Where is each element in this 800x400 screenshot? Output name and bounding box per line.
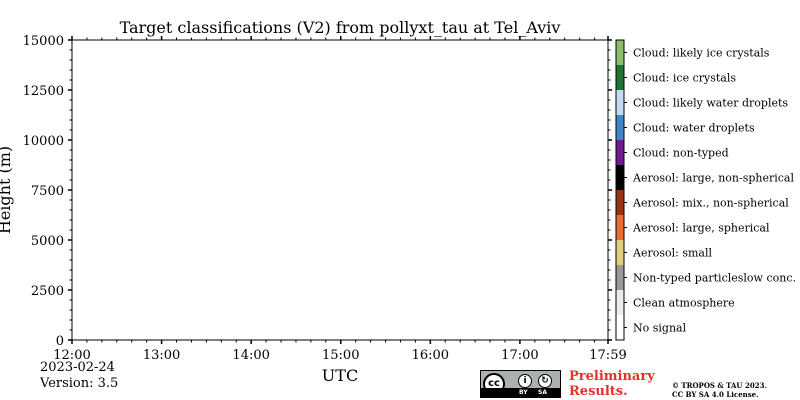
colorbar: No signal Clean atmosphere Non-typed parti…	[615, 39, 796, 341]
x-tick-label: 16:00	[412, 348, 449, 363]
colorbar-swatch	[616, 165, 624, 190]
colorbar-swatch	[616, 65, 624, 90]
cc-sa-label: SA	[538, 389, 547, 396]
colorbar-swatch	[616, 315, 624, 340]
colorbar-label: No signal	[633, 322, 687, 335]
cc-badge-strip	[481, 388, 560, 397]
x-axis-label: UTC	[322, 366, 358, 385]
y-tick-label: 0	[56, 334, 64, 349]
colorbar-swatch	[616, 265, 624, 290]
colorbar-swatch	[616, 215, 624, 240]
cc-license-badge[interactable]: cc i ↻ BY SA	[480, 370, 561, 398]
copyright-line-1: © TROPOS & TAU 2023.	[672, 381, 767, 390]
y-tick-label: 7500	[31, 184, 64, 199]
colorbar-label: Cloud: ice crystals	[633, 72, 736, 85]
copyright-line-2: CC BY SA 4.0 License.	[672, 390, 759, 399]
colorbar-swatch	[616, 140, 624, 165]
preliminary-results-notice: Preliminary Results.	[569, 369, 655, 399]
colorbar-frame	[615, 39, 625, 341]
x-tick-label: 14:00	[232, 348, 269, 363]
colorbar-label: Cloud: water droplets	[633, 122, 755, 135]
colorbar-label: Aerosol: small	[632, 247, 712, 260]
x-tick-label: 17:00	[501, 348, 538, 363]
y-tick-label: 12500	[23, 84, 64, 99]
colorbar-label: Cloud: likely water droplets	[633, 97, 788, 110]
preliminary-line-2: Results.	[569, 384, 628, 399]
share-alike-icon: ↻	[538, 374, 552, 388]
attribution-icon: i	[518, 374, 532, 388]
x-tick-label: 13:00	[143, 348, 180, 363]
colorbar-label: Clean atmosphere	[633, 297, 735, 310]
colorbar-swatch	[616, 115, 624, 140]
chart-title: Target classifications (V2) from pollyxt…	[120, 18, 561, 37]
copyright-notice: © TROPOS & TAU 2023. CC BY SA 4.0 Licens…	[672, 381, 767, 399]
y-axis-label: Height (m)	[0, 146, 14, 234]
version-label: Version: 3.5	[40, 376, 119, 391]
y-tick-label: 15000	[23, 34, 64, 49]
y-tick-label: 5000	[31, 234, 64, 249]
colorbar-swatch	[616, 90, 624, 115]
x-tick-label: 15:00	[322, 348, 359, 363]
colorbar-swatch	[616, 190, 624, 215]
plot-area	[71, 39, 609, 341]
y-tick-label: 2500	[31, 284, 64, 299]
date-label: 2023-02-24	[40, 360, 115, 375]
y-tick-label: 10000	[23, 134, 64, 149]
colorbar-label: Aerosol: mix., non-spherical	[632, 197, 789, 210]
preliminary-line-1: Preliminary	[569, 369, 655, 384]
colorbar-label: Cloud: non-typed	[633, 147, 729, 160]
colorbar-label: Aerosol: large, spherical	[632, 222, 770, 235]
axis-ticks: 0 2500 5000 7500 10000 12500 15000 12:00 13:00 14…	[23, 34, 627, 363]
colorbar-label: Non-typed particleslow conc.	[633, 272, 796, 285]
colorbar-label: Cloud: likely ice crystals	[633, 47, 770, 60]
colorbar-swatch	[616, 240, 624, 265]
colorbar-swatch	[616, 40, 624, 65]
colorbar-label: Aerosol: large, non-spherical	[632, 172, 794, 185]
colorbar-swatch	[616, 290, 624, 315]
x-tick-label: 17:59	[589, 348, 626, 363]
x-tick-label: 12:00	[53, 348, 90, 363]
cc-by-label: BY	[519, 389, 528, 396]
